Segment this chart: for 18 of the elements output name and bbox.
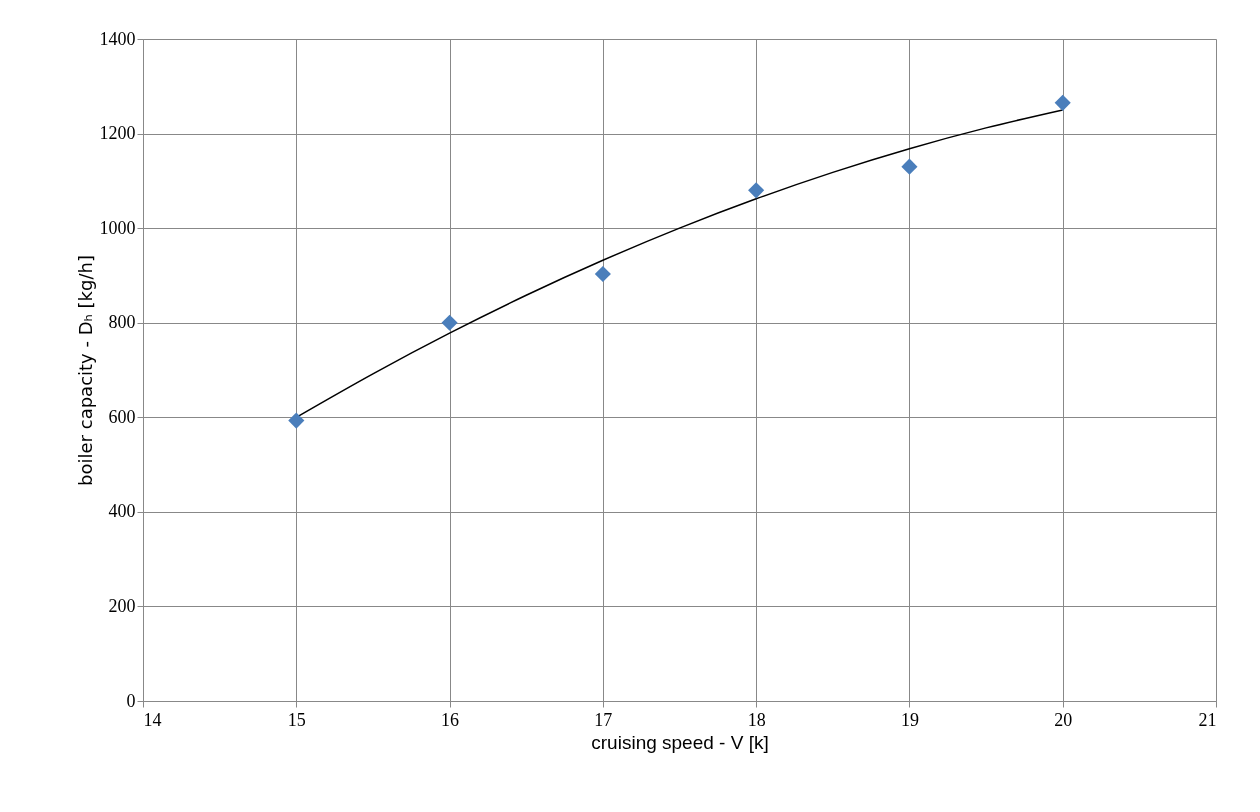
y-tick-label: 400 <box>108 501 136 522</box>
y-tick-label: 200 <box>108 595 136 616</box>
x-axis-title: cruising speed - V [k] <box>591 731 769 753</box>
y-tick-label: 800 <box>108 312 136 333</box>
x-tick-label: 19 <box>900 709 919 730</box>
y-tick-label: 0 <box>126 690 136 711</box>
x-tick-label: 20 <box>1054 709 1073 730</box>
x-tick-label: 18 <box>747 709 766 730</box>
x-tick-label: 21 <box>1198 709 1217 730</box>
x-tick-label: 15 <box>287 709 306 730</box>
y-tick-label: 1400 <box>99 28 136 49</box>
y-tick-label: 1200 <box>99 123 136 144</box>
x-tick-label: 16 <box>441 709 460 730</box>
y-axis-title: boiler capacity - Dₕ [kg/h] <box>74 255 96 486</box>
x-tick-label: 14 <box>143 709 162 730</box>
y-tick-label: 1000 <box>99 217 136 238</box>
x-tick-label: 17 <box>594 709 613 730</box>
y-tick-label: 600 <box>108 406 136 427</box>
